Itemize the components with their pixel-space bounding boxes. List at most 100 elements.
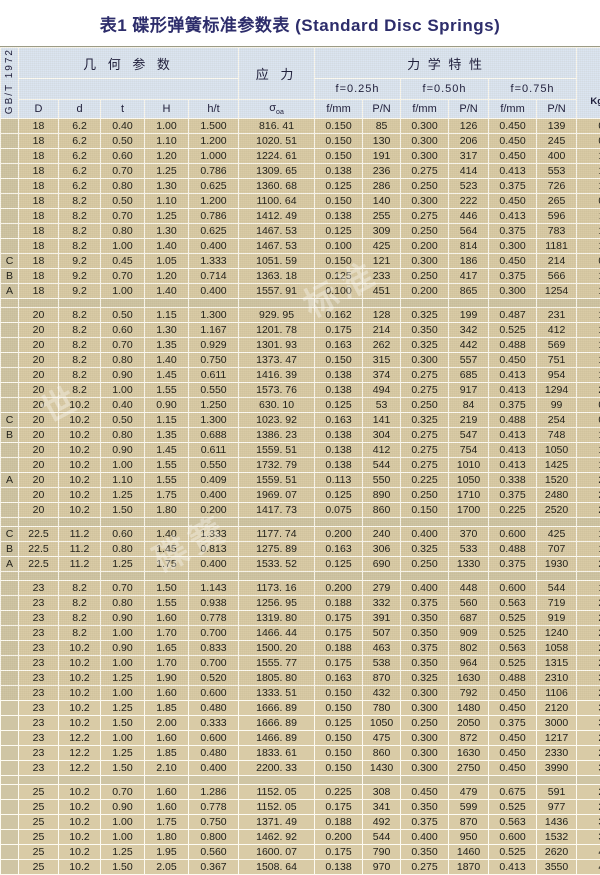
cell-t: 0.90: [101, 443, 145, 458]
cell-f1: 0.175: [315, 626, 363, 641]
cell-sigma: 1666. 89: [239, 701, 315, 716]
cell-sigma: 1100. 64: [239, 194, 315, 209]
cell-ht: 0.750: [189, 815, 239, 830]
separator-cell: [189, 572, 239, 581]
cell-H: 1.40: [145, 353, 189, 368]
cell-p2: 342: [449, 323, 489, 338]
cell-p3: 2520: [537, 503, 577, 518]
cell-sigma: 1666. 89: [239, 716, 315, 731]
cell-p2: 687: [449, 611, 489, 626]
cell-t: 0.50: [101, 194, 145, 209]
cell-H: 1.45: [145, 542, 189, 557]
row-class-label: [1, 785, 19, 800]
cell-f2: 0.300: [401, 761, 449, 776]
separator-cell: [315, 572, 363, 581]
row-class-label: A: [1, 284, 19, 299]
cell-w: 3.21: [577, 830, 600, 845]
cell-t: 1.00: [101, 656, 145, 671]
row-class-label: [1, 503, 19, 518]
page-title: 表1 碟形弹簧标准参数表 (Standard Disc Springs): [100, 11, 501, 36]
column-header-t: t: [101, 100, 145, 119]
cell-f1: 0.125: [315, 488, 363, 503]
cell-sigma: 1319. 80: [239, 611, 315, 626]
cell-sigma: 1555. 77: [239, 656, 315, 671]
cell-f1: 0.200: [315, 527, 363, 542]
cell-f2: 0.300: [401, 686, 449, 701]
cell-ht: 0.520: [189, 671, 239, 686]
cell-f2: 0.250: [401, 716, 449, 731]
cell-ht: 0.400: [189, 488, 239, 503]
cell-H: 1.20: [145, 269, 189, 284]
cell-p1: 332: [363, 596, 401, 611]
cell-d: 10.2: [59, 686, 101, 701]
cell-ht: 1.300: [189, 308, 239, 323]
cell-w: 4.01: [577, 845, 600, 860]
group-header-weight: 重 量 Kg/1000: [577, 48, 600, 119]
cell-t: 1.00: [101, 731, 145, 746]
cell-f2: 0.300: [401, 149, 449, 164]
cell-sigma: 1020. 51: [239, 134, 315, 149]
cell-t: 0.80: [101, 542, 145, 557]
weight-label-line2: 量: [577, 76, 600, 92]
cell-w: 2.93: [577, 746, 600, 761]
separator-cell: [401, 776, 449, 785]
cell-p2: 547: [449, 428, 489, 443]
cell-p1: 507: [363, 626, 401, 641]
cell-d: 8.2: [59, 611, 101, 626]
cell-f2: 0.350: [401, 323, 449, 338]
cell-p1: 191: [363, 149, 401, 164]
row-class-label: [1, 671, 19, 686]
separator-cell: [537, 572, 577, 581]
cell-t: 1.00: [101, 458, 145, 473]
cell-f2: 0.275: [401, 368, 449, 383]
page-root: 表1 碟形弹簧标准参数表 (Standard Disc Springs): [0, 0, 600, 700]
cell-d: 8.2: [59, 596, 101, 611]
cell-f3: 0.413: [489, 383, 537, 398]
cell-D: 18: [19, 269, 59, 284]
cell-f2: 0.350: [401, 626, 449, 641]
cell-d: 12.2: [59, 746, 101, 761]
cell-t: 0.70: [101, 209, 145, 224]
cell-p3: 596: [537, 209, 577, 224]
column-header-d: d: [59, 100, 101, 119]
cell-p2: 1630: [449, 671, 489, 686]
cell-t: 0.50: [101, 308, 145, 323]
cell-w: 2.56: [577, 611, 600, 626]
cell-H: 1.25: [145, 164, 189, 179]
cell-p3: 3990: [537, 761, 577, 776]
cell-f2: 0.325: [401, 671, 449, 686]
cell-D: 20: [19, 488, 59, 503]
cell-ht: 1.200: [189, 194, 239, 209]
cell-D: 25: [19, 785, 59, 800]
cell-f1: 0.175: [315, 611, 363, 626]
row-class-label: [1, 641, 19, 656]
cell-p2: 186: [449, 254, 489, 269]
cell-p2: 909: [449, 626, 489, 641]
cell-f3: 0.563: [489, 596, 537, 611]
cell-f1: 0.188: [315, 596, 363, 611]
cell-t: 0.60: [101, 527, 145, 542]
block-separator: [1, 518, 600, 527]
cell-d: 6.2: [59, 179, 101, 194]
cell-p2: 1870: [449, 860, 489, 875]
cell-sigma: 1833. 61: [239, 746, 315, 761]
cell-p3: 254: [537, 413, 577, 428]
cell-D: 18: [19, 209, 59, 224]
cell-H: 1.25: [145, 209, 189, 224]
group-header-geometry: 几 何 参 数: [19, 48, 239, 79]
cell-d: 10.2: [59, 458, 101, 473]
separator-cell: [145, 518, 189, 527]
row-class-label: [1, 383, 19, 398]
cell-f3: 0.525: [489, 626, 537, 641]
cell-sigma: 1373. 47: [239, 353, 315, 368]
cell-p1: 233: [363, 269, 401, 284]
cell-w: 0.91: [577, 413, 600, 428]
row-class-label: [1, 239, 19, 254]
cell-w: 1.23: [577, 164, 600, 179]
cell-t: 1.00: [101, 815, 145, 830]
